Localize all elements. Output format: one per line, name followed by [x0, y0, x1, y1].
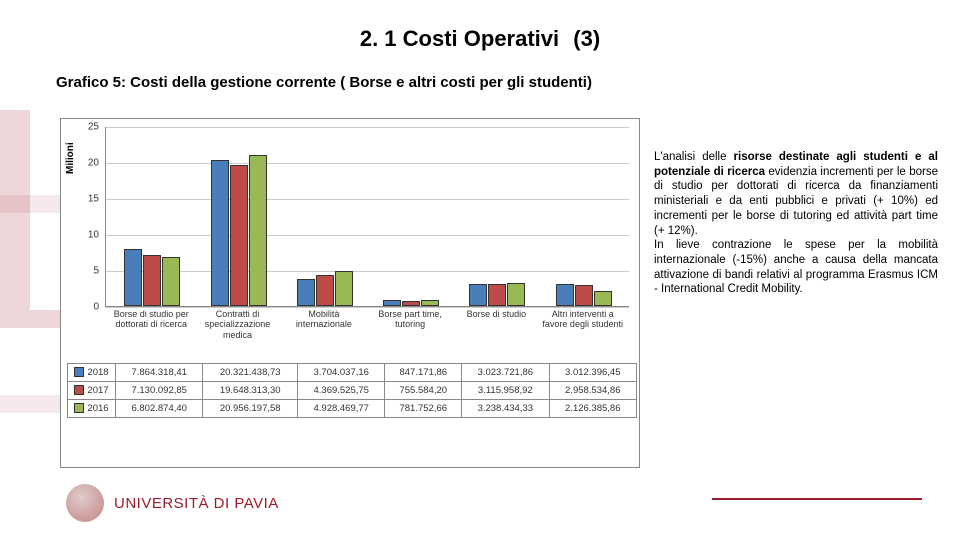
bar-2018: [383, 300, 401, 306]
gridline: [106, 235, 629, 236]
chart-caption: Grafico 5: Costi della gestione corrente…: [56, 74, 592, 91]
gridline: [106, 163, 629, 164]
x-category-label: Borse di studio per dottorati di ricerca: [109, 309, 193, 330]
title-main: 2. 1 Costi Operativi: [360, 26, 559, 51]
bar-2018: [469, 284, 487, 306]
footer-logo: UNIVERSITÀ DI PAVIA: [66, 484, 279, 522]
bar-2017: [230, 165, 248, 306]
data-cell: 3.012.396,45: [549, 364, 636, 382]
x-category-label: Borse di studio: [454, 309, 538, 319]
x-category-label: Altri interventi a favore degli studenti: [541, 309, 625, 330]
chart-y-axis-label: Milioni: [65, 142, 76, 174]
gridline: [106, 307, 629, 308]
chart-x-labels: Borse di studio per dottorati di ricerca…: [105, 309, 629, 363]
data-cell: 6.802.874,40: [116, 400, 203, 418]
bar-2018: [124, 249, 142, 306]
data-cell: 20.321.438,73: [203, 364, 298, 382]
footer-accent-line: [712, 498, 922, 500]
x-category-label: Mobilità internazionale: [282, 309, 366, 330]
analysis-text: L'analisi delle risorse destinate agli s…: [654, 150, 938, 297]
data-cell: 4.928.469,77: [298, 400, 385, 418]
series-legend-2017: 2017: [68, 382, 116, 400]
bar-2016: [421, 300, 439, 306]
data-cell: 7.864.318,41: [116, 364, 203, 382]
bar-2017: [488, 284, 506, 306]
y-tick-label: 5: [77, 266, 99, 277]
data-cell: 755.584,20: [385, 382, 462, 400]
data-cell: 2.126.385,86: [549, 400, 636, 418]
university-name: UNIVERSITÀ DI PAVIA: [114, 495, 279, 512]
bar-2018: [556, 284, 574, 306]
data-cell: 19.648.313,30: [203, 382, 298, 400]
table-row: 20166.802.874,4020.956.197,584.928.469,7…: [68, 400, 637, 418]
data-cell: 3.023.721,86: [462, 364, 549, 382]
bar-2016: [162, 257, 180, 306]
data-cell: 3.115.958,92: [462, 382, 549, 400]
bar-2017: [316, 275, 334, 306]
bar-2016: [335, 271, 353, 306]
bar-2016: [249, 155, 267, 306]
y-tick-label: 25: [77, 122, 99, 133]
series-legend-2016: 2016: [68, 400, 116, 418]
data-cell: 847.171,86: [385, 364, 462, 382]
page-title: 2. 1 Costi Operativi (3): [0, 26, 960, 52]
table-row: 20177.130.092,8519.648.313,304.369.525,7…: [68, 382, 637, 400]
chart-container: Milioni 0510152025 Borse di studio per d…: [60, 118, 640, 468]
bar-2017: [143, 255, 161, 306]
data-cell: 3.238.434,33: [462, 400, 549, 418]
y-tick-label: 15: [77, 194, 99, 205]
gridline: [106, 271, 629, 272]
gridline: [106, 199, 629, 200]
title-number: (3): [573, 26, 600, 51]
bar-2017: [402, 301, 420, 306]
bar-2016: [507, 283, 525, 306]
data-cell: 781.752,66: [385, 400, 462, 418]
bar-2018: [297, 279, 315, 306]
data-cell: 20.956.197,58: [203, 400, 298, 418]
x-category-label: Borse part time, tutoring: [368, 309, 452, 330]
data-cell: 4.369.525,75: [298, 382, 385, 400]
bar-2016: [594, 291, 612, 306]
table-row: 20187.864.318,4120.321.438,733.704.037,1…: [68, 364, 637, 382]
bar-2018: [211, 160, 229, 306]
data-cell: 3.704.037,16: [298, 364, 385, 382]
x-category-label: Contratti di specializzazione medica: [196, 309, 280, 340]
data-cell: 2.958.534,86: [549, 382, 636, 400]
data-cell: 7.130.092,85: [116, 382, 203, 400]
university-seal-icon: [66, 484, 104, 522]
gridline: [106, 127, 629, 128]
y-tick-label: 10: [77, 230, 99, 241]
series-legend-2018: 2018: [68, 364, 116, 382]
chart-plot-area: 0510152025: [105, 127, 629, 307]
chart-data-table: 20187.864.318,4120.321.438,733.704.037,1…: [67, 363, 637, 418]
y-tick-label: 0: [77, 302, 99, 313]
bar-2017: [575, 285, 593, 306]
y-tick-label: 20: [77, 158, 99, 169]
